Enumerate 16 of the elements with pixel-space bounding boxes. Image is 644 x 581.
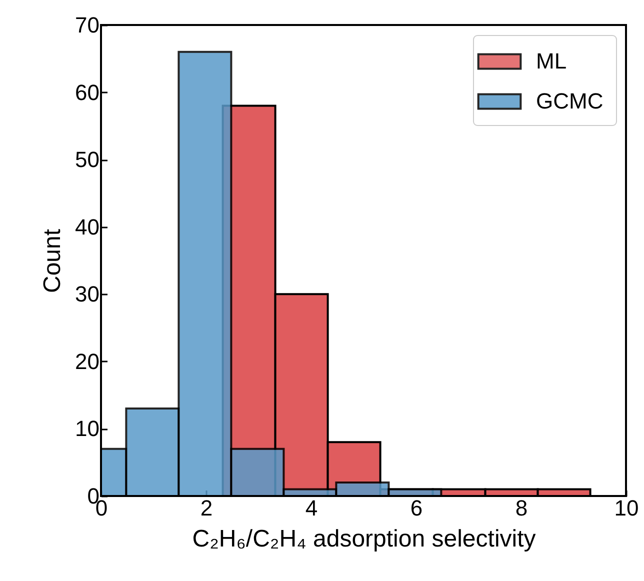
legend-label: ML	[536, 48, 567, 74]
x-tick-label: 6	[410, 496, 423, 520]
x-axis-title: C₂H₆/C₂H₄ adsorption selectivity	[192, 526, 536, 552]
y-tick-label: 40	[75, 214, 100, 240]
x-tick-label: 10	[614, 496, 639, 520]
x-tick-label: 8	[515, 496, 528, 520]
x-tick-label: 4	[305, 496, 318, 520]
y-tick-label: 70	[75, 12, 100, 38]
y-tick-label: 50	[75, 147, 100, 172]
y-tick-label: 60	[75, 80, 100, 105]
y-tick-label: 30	[75, 282, 100, 307]
y-tick-label: 20	[75, 348, 100, 374]
x-tick-label: 2	[200, 496, 213, 520]
y-axis-title: Count	[39, 228, 66, 294]
y-tick-label: 10	[75, 416, 100, 442]
legend-label: GCMC	[536, 88, 604, 114]
